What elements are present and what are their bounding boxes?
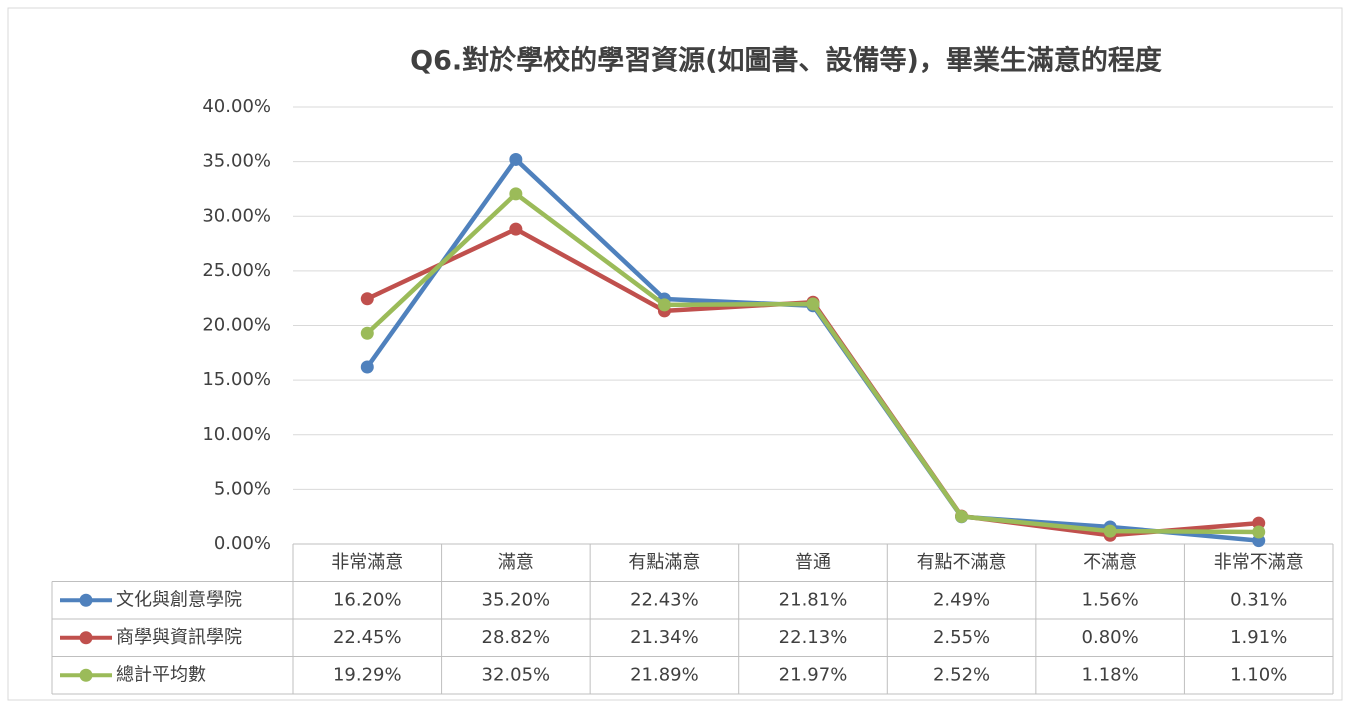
y-tick-label: 0.00% <box>214 533 271 554</box>
legend-label: 商學與資訊學院 <box>116 627 242 648</box>
x-tick-label: 有點不滿意 <box>917 552 1007 573</box>
table-value: 2.52% <box>933 664 990 685</box>
y-tick-label: 30.00% <box>202 205 271 226</box>
point <box>509 187 523 201</box>
point <box>509 152 523 166</box>
x-tick-label: 非常滿意 <box>331 552 403 573</box>
table-value: 1.10% <box>1230 664 1287 685</box>
y-tick-label: 10.00% <box>202 424 271 445</box>
x-tick-label: 不滿意 <box>1083 552 1137 573</box>
legend-marker <box>79 668 93 682</box>
table-value: 1.91% <box>1230 627 1287 648</box>
table-value: 16.20% <box>333 589 402 610</box>
point <box>360 326 374 340</box>
x-tick-label: 滿意 <box>498 552 534 573</box>
table-value: 21.97% <box>779 664 848 685</box>
table-value: 2.55% <box>933 627 990 648</box>
point <box>509 222 523 236</box>
point <box>1252 525 1266 539</box>
y-tick-label: 20.00% <box>202 315 271 336</box>
point <box>1103 524 1117 538</box>
legend-marker <box>79 631 93 645</box>
table-value: 35.20% <box>482 589 551 610</box>
y-tick-label: 35.00% <box>202 151 271 172</box>
point <box>955 509 969 523</box>
table-value: 1.18% <box>1082 664 1139 685</box>
legend-label: 總計平均數 <box>116 664 206 685</box>
y-tick-label: 15.00% <box>202 369 271 390</box>
x-tick-label: 普通 <box>795 552 831 573</box>
table-value: 19.29% <box>333 664 402 685</box>
x-tick-label: 非常不滿意 <box>1214 552 1304 573</box>
point <box>806 297 820 311</box>
table-value: 28.82% <box>482 627 551 648</box>
point <box>360 292 374 306</box>
chart-title: Q6.對於學校的學習資源(如圖書、設備等)，畢業生滿意的程度 <box>410 45 1162 77</box>
table-value: 21.34% <box>630 627 699 648</box>
table-value: 21.89% <box>630 664 699 685</box>
legend-marker <box>79 593 93 607</box>
legend-label: 文化與創意學院 <box>116 589 242 610</box>
x-tick-label: 有點滿意 <box>628 552 700 573</box>
table-value: 22.13% <box>779 627 848 648</box>
table-value: 32.05% <box>482 664 551 685</box>
table-value: 22.45% <box>333 627 402 648</box>
chart-frame <box>7 7 1343 701</box>
table-value: 0.31% <box>1230 589 1287 610</box>
point <box>360 360 374 374</box>
table-value: 21.81% <box>779 589 848 610</box>
y-tick-label: 5.00% <box>214 478 271 499</box>
point <box>657 298 671 312</box>
y-tick-label: 25.00% <box>202 260 271 281</box>
table-value: 1.56% <box>1082 589 1139 610</box>
table-value: 22.43% <box>630 589 699 610</box>
y-tick-label: 40.00% <box>202 96 271 117</box>
table-value: 0.80% <box>1082 627 1139 648</box>
table-value: 2.49% <box>933 589 990 610</box>
